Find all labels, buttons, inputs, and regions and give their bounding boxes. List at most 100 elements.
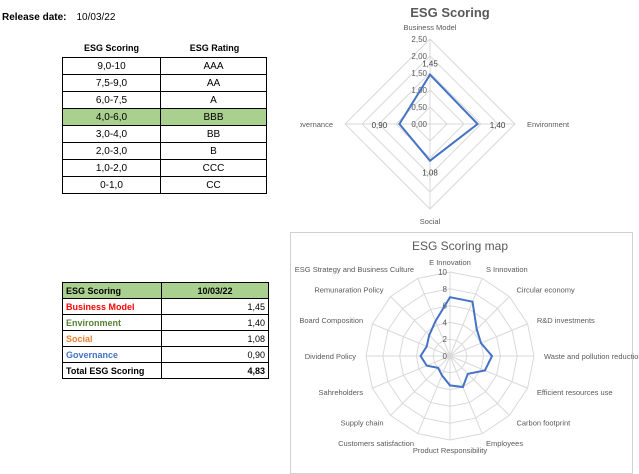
category-label: Waste and pollution reduction xyxy=(544,352,639,361)
table-row: 6,0-7,5 A xyxy=(62,91,267,109)
rating-range: 4,0-6,0 xyxy=(62,108,161,126)
rating-grade: A xyxy=(160,91,267,109)
category-label: Social xyxy=(420,217,441,226)
tick-label: 0 xyxy=(443,352,448,361)
release-date-label: Release date: xyxy=(2,12,67,23)
summary-label: Environment xyxy=(62,314,162,331)
table-row: 1,0-2,0 CCC xyxy=(62,159,267,177)
grid-spoke xyxy=(449,355,528,389)
grid-spoke xyxy=(449,355,483,434)
data-label: 1,40 xyxy=(490,121,506,130)
rating-range: 3,0-4,0 xyxy=(62,125,161,143)
table-row: Environment 1,40 xyxy=(62,314,269,331)
table-row: Governance 0,90 xyxy=(62,346,269,363)
category-label: Efficient resources use xyxy=(537,388,613,397)
category-label: Governance xyxy=(300,120,333,129)
tick-label: 4 xyxy=(443,318,448,327)
tick-label: 2 xyxy=(443,335,448,344)
category-label: Carbon footprint xyxy=(516,418,571,427)
table-row-total: Total ESG Scoring 4,83 xyxy=(62,362,269,379)
summary-header-row: ESG Scoring 10/03/22 xyxy=(62,282,269,299)
category-label: Business Model xyxy=(404,23,457,32)
esg-scoring-map-panel xyxy=(290,232,633,474)
data-point xyxy=(480,342,482,344)
data-point xyxy=(441,374,443,377)
data-point xyxy=(398,123,401,125)
data-point xyxy=(429,159,431,162)
summary-header-label: ESG Scoring xyxy=(62,282,162,299)
tick-label: 0,50 xyxy=(411,103,427,112)
rating-range: 1,0-2,0 xyxy=(62,159,161,177)
data-point xyxy=(425,364,428,367)
tick-label: 2,50 xyxy=(411,35,427,44)
rating-table-header: ESG Scoring ESG Rating xyxy=(62,43,268,53)
summary-label: Total ESG Scoring xyxy=(62,362,162,379)
rating-grade: CC xyxy=(160,176,267,194)
grid-spoke xyxy=(372,323,451,357)
category-label: Circular economy xyxy=(516,286,575,295)
grid-spoke xyxy=(390,296,451,357)
data-point xyxy=(467,373,469,375)
rating-grade: AA xyxy=(160,74,267,92)
category-label: Remunaration Policy xyxy=(314,286,383,295)
data-point xyxy=(419,355,422,357)
summary-value: 0,90 xyxy=(161,346,269,363)
rating-range: 6,0-7,5 xyxy=(62,91,161,109)
data-point xyxy=(428,334,431,337)
data-point xyxy=(491,355,493,357)
table-row: 3,0-4,0 BB xyxy=(62,125,267,143)
category-label: Environment xyxy=(527,120,570,129)
summary-label: Governance xyxy=(62,346,162,363)
summary-value: 1,08 xyxy=(161,330,269,347)
grid-spoke xyxy=(449,296,510,357)
grid-spoke xyxy=(449,278,483,357)
release-date-value: 10/03/22 xyxy=(76,12,116,23)
table-row: Business Model 1,45 xyxy=(62,298,269,315)
grid-spoke xyxy=(372,355,451,389)
summary-table: ESG Scoring 10/03/22 Business Model 1,45 E… xyxy=(62,282,269,379)
rating-grade: BB xyxy=(160,125,267,143)
rating-range: 9,0-10 xyxy=(62,57,161,75)
data-point xyxy=(425,345,428,348)
table-row: 0-1,0 CC xyxy=(62,176,267,194)
category-label: R&D investments xyxy=(537,316,595,325)
grid-spoke xyxy=(390,355,451,416)
release-date: Release date: 10/03/22 xyxy=(2,12,115,23)
summary-value: 1,40 xyxy=(161,314,269,331)
data-label: 1,45 xyxy=(422,60,438,69)
rating-header-scoring: ESG Scoring xyxy=(83,43,139,53)
data-point xyxy=(434,320,437,322)
category-label: Product Responsibility xyxy=(413,446,487,455)
rating-range: 0-1,0 xyxy=(62,176,161,194)
data-point xyxy=(449,384,451,387)
summary-label: Business Model xyxy=(62,298,162,315)
category-label: Employees xyxy=(486,439,523,448)
summary-header-date: 10/03/22 xyxy=(161,282,269,299)
table-row: Social 1,08 xyxy=(62,330,269,347)
data-point xyxy=(429,73,431,76)
summary-label: Social xyxy=(62,330,162,347)
tick-label: 0,00 xyxy=(411,120,427,129)
data-point xyxy=(476,123,479,125)
category-label: Sahreholders xyxy=(319,388,364,397)
tick-label: 10 xyxy=(438,268,447,277)
data-label: 1,08 xyxy=(422,169,438,178)
grid-spoke xyxy=(449,355,510,416)
category-label: ESG Strategy and Business Culture xyxy=(295,265,414,274)
rating-range: 7,5-9,0 xyxy=(62,74,161,92)
esg-scoring-radar-chart: ESG Scoring 0,000,501,001,502,002,50Busi… xyxy=(300,5,570,226)
data-point xyxy=(449,296,451,298)
chart-title: ESG Scoring xyxy=(410,5,490,20)
rating-header-rating: ESG Rating xyxy=(189,43,240,53)
grid-spoke xyxy=(417,278,451,357)
grid-spoke xyxy=(449,323,528,357)
chart-title: ESG Scoring map xyxy=(412,239,508,253)
category-label: Supply chain xyxy=(341,418,384,427)
table-row: 2,0-3,0 B xyxy=(62,142,267,160)
category-label: E Innovation xyxy=(429,258,471,267)
table-row-highlighted: 4,0-6,0 BBB xyxy=(62,108,267,126)
data-point xyxy=(484,369,486,372)
category-label: S Innovation xyxy=(486,265,528,274)
grid-spoke xyxy=(417,355,451,434)
rating-range: 2,0-3,0 xyxy=(62,142,161,160)
